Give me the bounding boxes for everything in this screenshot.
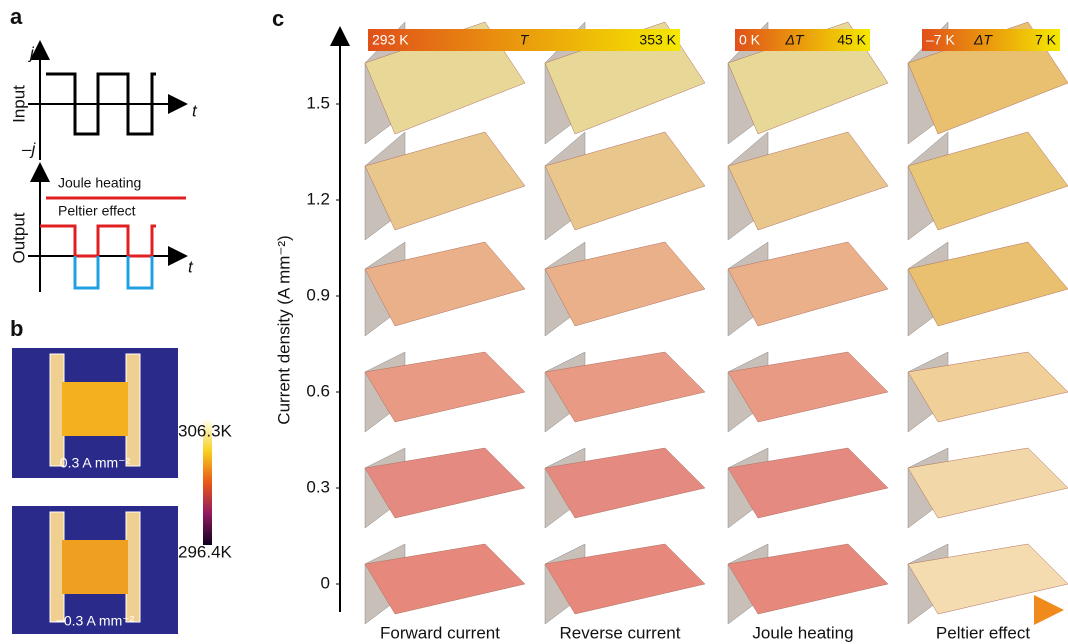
thermal-image — [12, 506, 178, 634]
y-tick-label: 0.3 — [306, 477, 330, 496]
axis-label: –j — [21, 139, 36, 158]
surface — [364, 351, 526, 423]
image-label: −0.3 A mm⁻² — [56, 613, 135, 629]
surface — [364, 447, 526, 519]
peltier-positive — [40, 224, 156, 258]
colorbar-max: 353 K — [639, 32, 676, 48]
legend-text: Peltier effect — [58, 203, 136, 219]
peltier-negative — [126, 256, 154, 290]
column-label: Forward current — [380, 623, 500, 642]
peltier-negative — [73, 256, 100, 290]
axis-label: Output — [9, 212, 28, 263]
column-label: Peltier effect — [936, 623, 1030, 642]
colorbar-name: ΔT — [973, 32, 993, 48]
panel-label: b — [10, 316, 23, 341]
column-label: Reverse current — [560, 623, 681, 642]
colorbar — [922, 29, 1060, 51]
colorbar-label: 306.3K — [178, 421, 233, 440]
surface — [907, 131, 1068, 231]
colorbar-min: 0 K — [739, 32, 761, 48]
surface — [364, 543, 526, 615]
panel-label: c — [272, 6, 284, 31]
colorbar-label: 296.4K — [178, 542, 233, 561]
panel-label: a — [10, 4, 23, 29]
axis-label: Input — [9, 85, 28, 123]
surface — [727, 351, 889, 423]
axis-label: t — [188, 257, 194, 276]
image-label: 0.3 A mm⁻² — [60, 455, 131, 471]
surface — [727, 447, 889, 519]
colorbar-name: ΔT — [785, 32, 805, 48]
colorbar-min: –7 K — [926, 32, 955, 48]
colorbar — [368, 29, 680, 51]
surface — [364, 131, 526, 231]
surface — [727, 543, 889, 615]
y-axis-label: Current density (A mm⁻²) — [274, 235, 293, 424]
y-tick-label: 1.5 — [306, 93, 330, 112]
y-tick-label: 0.9 — [306, 285, 330, 304]
thermal-image — [12, 348, 178, 478]
square-wave — [46, 72, 156, 136]
surface — [727, 241, 889, 327]
colorbar — [735, 29, 870, 51]
surface — [544, 543, 706, 615]
surface — [907, 351, 1068, 423]
surface — [907, 447, 1068, 519]
surface — [727, 131, 889, 231]
surface — [544, 131, 706, 231]
colorbar — [203, 420, 212, 545]
y-tick-label: 0 — [321, 573, 330, 592]
surface — [544, 351, 706, 423]
axis-label: j — [28, 43, 35, 62]
surface — [364, 241, 526, 327]
surface — [544, 447, 706, 519]
axis-label: t — [192, 101, 198, 120]
colorbar-min: 293 K — [372, 32, 409, 48]
colorbar-max: 7 K — [1035, 32, 1057, 48]
y-tick-label: 0.6 — [306, 381, 330, 400]
surface — [544, 241, 706, 327]
colorbar-max: 45 K — [837, 32, 866, 48]
y-tick-label: 1.2 — [306, 189, 330, 208]
surface — [907, 543, 1068, 615]
legend-text: Joule heating — [58, 175, 141, 191]
colorbar-name: T — [520, 32, 530, 48]
surface — [907, 241, 1068, 327]
column-label: Joule heating — [752, 623, 853, 642]
